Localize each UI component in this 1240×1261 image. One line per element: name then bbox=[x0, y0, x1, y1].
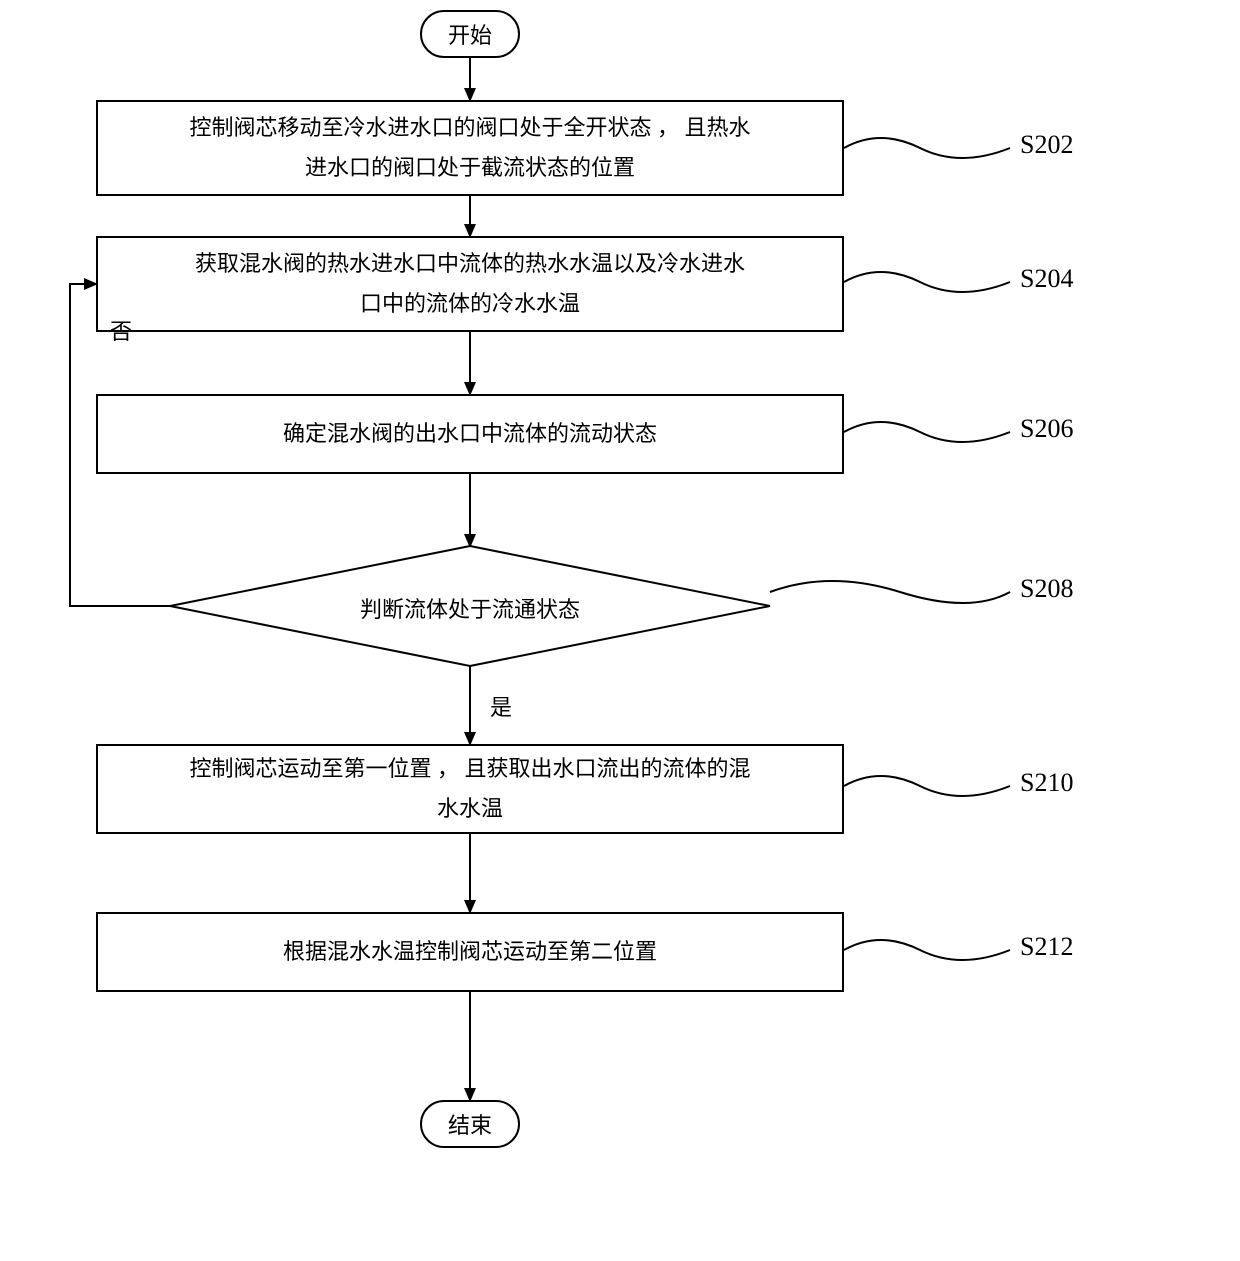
s206-line1: 确定混水阀的出水口中流体的流动状态 bbox=[283, 414, 657, 454]
step-label-s210: S210 bbox=[1020, 768, 1073, 798]
flowchart-container: 开始 控制阀芯移动至冷水进水口的阀口处于全开状态 ， 且热水 进水口的阀口处于截… bbox=[0, 0, 1240, 1261]
process-s210: 控制阀芯运动至第一位置 ， 且获取出水口流出的流体的混 水水温 bbox=[96, 744, 844, 834]
label-connector bbox=[844, 940, 1010, 960]
branch-label-no: 否 bbox=[110, 314, 132, 346]
branch-label-yes: 是 bbox=[490, 690, 512, 722]
s210-line2: 水水温 bbox=[437, 789, 503, 829]
label-connector bbox=[844, 422, 1010, 442]
step-label-s208: S208 bbox=[1020, 574, 1073, 604]
label-connector bbox=[844, 138, 1010, 158]
step-label-s202: S202 bbox=[1020, 130, 1073, 160]
start-text: 开始 bbox=[448, 18, 492, 50]
s202-line2: 进水口的阀口处于截流状态的位置 bbox=[305, 148, 635, 188]
s208-text: 判断流体处于流通状态 bbox=[360, 597, 580, 622]
end-node: 结束 bbox=[420, 1100, 520, 1148]
process-s204: 获取混水阀的热水进水口中流体的热水水温以及冷水进水 口中的流体的冷水水温 bbox=[96, 236, 844, 332]
label-connector bbox=[770, 581, 1010, 603]
process-s206: 确定混水阀的出水口中流体的流动状态 bbox=[96, 394, 844, 474]
step-label-s212: S212 bbox=[1020, 932, 1073, 962]
process-s212: 根据混水水温控制阀芯运动至第二位置 bbox=[96, 912, 844, 992]
s212-line1: 根据混水水温控制阀芯运动至第二位置 bbox=[283, 932, 657, 972]
end-text: 结束 bbox=[448, 1108, 492, 1140]
label-connector bbox=[844, 776, 1010, 796]
step-label-s206: S206 bbox=[1020, 414, 1073, 444]
s204-line2: 口中的流体的冷水水温 bbox=[360, 284, 580, 324]
s210-line1: 控制阀芯运动至第一位置 ， 且获取出水口流出的流体的混 bbox=[189, 749, 750, 789]
s204-line1: 获取混水阀的热水进水口中流体的热水水温以及冷水进水 bbox=[195, 244, 745, 284]
label-connector bbox=[844, 272, 1010, 292]
start-node: 开始 bbox=[420, 10, 520, 58]
decision-s208-text: 判断流体处于流通状态 bbox=[170, 592, 770, 624]
process-s202: 控制阀芯移动至冷水进水口的阀口处于全开状态 ， 且热水 进水口的阀口处于截流状态… bbox=[96, 100, 844, 196]
step-label-s204: S204 bbox=[1020, 264, 1073, 294]
s202-line1: 控制阀芯移动至冷水进水口的阀口处于全开状态 ， 且热水 bbox=[189, 108, 750, 148]
